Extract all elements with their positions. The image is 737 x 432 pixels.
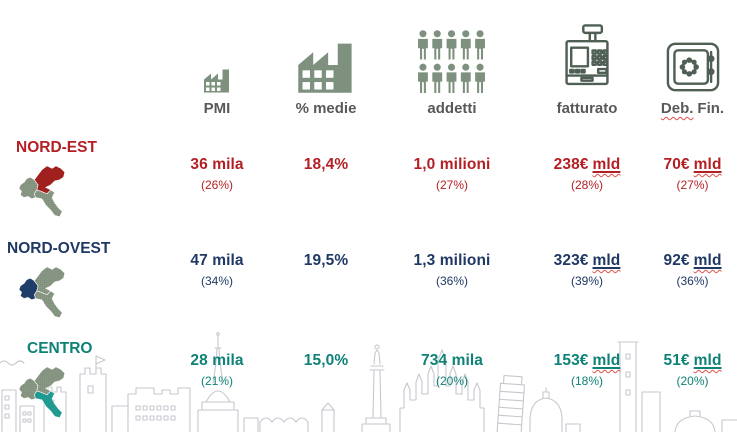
value-cell-fatturato: 153€ mld (18%) <box>526 328 648 432</box>
value-cell-fatturato: 238€ mld (28%) <box>526 127 648 228</box>
value-sub: (27%) <box>435 178 468 192</box>
value-main: 734 mila <box>421 352 483 369</box>
value-sub: (34%) <box>200 274 233 288</box>
value-main: 36 mila <box>190 156 244 173</box>
duomo-milano <box>399 349 485 432</box>
value-cell-pmi: 47 mila (34%) <box>160 228 274 328</box>
factory-large-icon <box>298 43 352 93</box>
value-sub: (36%) <box>435 274 468 288</box>
value-main: 19,5% <box>303 252 349 269</box>
value-main: 28 mila <box>190 352 244 369</box>
region-cell: CENTRO <box>0 328 160 432</box>
value-cell-addetti: 1,0 milioni (27%) <box>378 127 526 228</box>
pisa-tower <box>496 374 526 432</box>
cash-register-icon <box>565 24 609 86</box>
value-cell-addetti: 734 mila (20%) <box>378 328 526 432</box>
region-name: NORD-EST <box>16 139 97 156</box>
value-sub: (28%) <box>570 178 603 192</box>
value-unit: mld <box>592 156 621 173</box>
value-main: 47 mila <box>190 252 244 269</box>
value-sub: (20%) <box>676 374 709 388</box>
value-unit: mld <box>592 252 621 269</box>
value-main: 51€ mld <box>663 352 722 369</box>
value-main: 15,0% <box>303 352 349 369</box>
value-sub: (26%) <box>200 178 233 192</box>
column-label: % medie <box>295 100 357 117</box>
skyline-castle <box>79 355 191 432</box>
header-spacer <box>0 0 160 127</box>
region-name: NORD-OVEST <box>7 240 111 257</box>
column-label-deb: Deb. <box>660 100 694 117</box>
mole-antonelliana <box>197 332 239 432</box>
region-cell: NORD-EST <box>0 127 160 228</box>
column-label: fatturato <box>556 100 618 117</box>
column-label: addetti <box>427 100 477 117</box>
column-header-addetti: addetti <box>378 0 526 127</box>
italy-map-nord-ovest <box>18 266 66 319</box>
column-header-pmi: PMI <box>160 0 274 127</box>
italy-map-nord-est <box>18 165 66 218</box>
italy-map-centro <box>18 366 66 419</box>
value-main: 1,3 milioni <box>413 252 491 269</box>
value-main: 70€ mld <box>663 156 722 173</box>
value-sub: (39%) <box>570 274 603 288</box>
value-cell-deb-fin: 51€ mld (20%) <box>648 328 737 432</box>
value-cell-pmi: 36 mila (26%) <box>160 127 274 228</box>
value-unit: mld <box>592 352 621 369</box>
tall-tower <box>617 341 661 432</box>
value-sub: (20%) <box>435 374 468 388</box>
value-cell-deb-fin: 92€ mld (36%) <box>648 228 737 328</box>
value-sub: (36%) <box>676 274 709 288</box>
value-unit: mld <box>693 252 722 269</box>
skyline-dome-right <box>674 410 737 432</box>
safe-icon <box>666 42 719 92</box>
skyline-dome-small <box>529 387 581 432</box>
value-main: 153€ mld <box>553 352 621 369</box>
factory-small-icon <box>204 69 229 93</box>
value-cell-medie: 18,4% <box>274 127 378 228</box>
value-main: 323€ mld <box>553 252 621 269</box>
value-main: 238€ mld <box>553 156 621 173</box>
column-header-fatturato: fatturato <box>526 0 648 127</box>
value-cell-medie: 19,5% <box>274 228 378 328</box>
value-cell-fatturato: 323€ mld (39%) <box>526 228 648 328</box>
value-sub: (21%) <box>200 374 233 388</box>
value-cell-pmi: 28 mila (21%) <box>160 328 274 432</box>
value-cell-medie: 15,0% <box>274 328 378 432</box>
value-main: 18,4% <box>303 156 349 173</box>
statue-column <box>361 344 391 432</box>
value-cell-addetti: 1,3 milioni (36%) <box>378 228 526 328</box>
value-sub: (27%) <box>676 178 709 192</box>
skyline-arch-bridge <box>243 402 335 432</box>
column-label: Deb. Fin. <box>661 100 724 117</box>
region-cell: NORD-OVEST <box>0 228 160 328</box>
column-header-deb-fin: Deb. Fin. <box>648 0 737 127</box>
region-name: CENTRO <box>27 340 93 357</box>
value-unit: mld <box>693 352 722 369</box>
value-sub: (18%) <box>570 374 603 388</box>
value-main: 92€ mld <box>663 252 722 269</box>
value-cell-deb-fin: 70€ mld (27%) <box>648 127 737 228</box>
column-label: PMI <box>203 100 231 117</box>
column-label-fin: Fin. <box>697 100 725 117</box>
people-grid-icon <box>418 30 485 93</box>
value-main: 1,0 milioni <box>413 156 491 173</box>
column-header-medie: % medie <box>274 0 378 127</box>
value-unit: mld <box>693 156 722 173</box>
